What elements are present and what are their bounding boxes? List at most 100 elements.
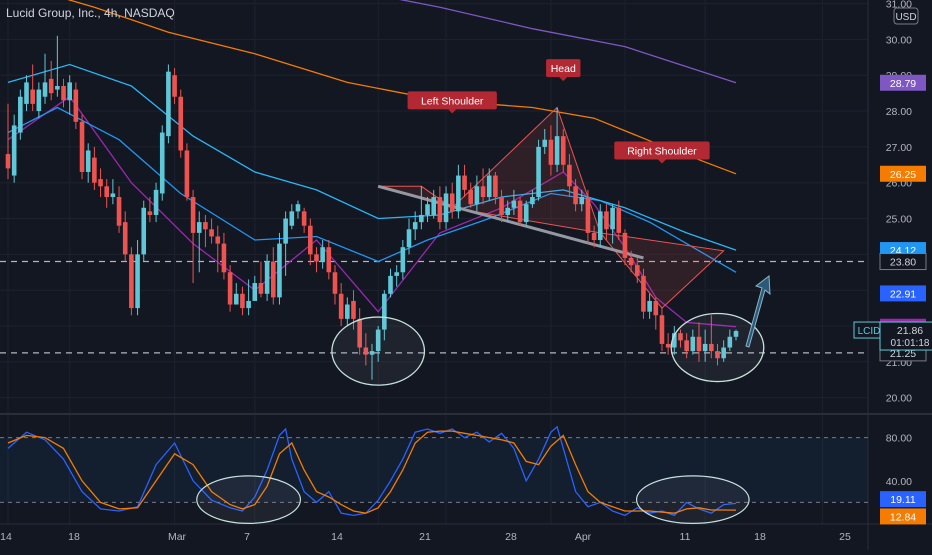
stoch-tick-label: 80.00	[886, 433, 912, 445]
candle-body	[511, 200, 517, 208]
stoch-value-box	[880, 491, 926, 508]
candle-body	[30, 89, 35, 104]
candle-body	[240, 293, 245, 309]
highlight-ellipse	[670, 312, 765, 383]
candle-body	[11, 125, 17, 176]
price-label-box	[879, 253, 927, 271]
price-axis[interactable]: 31.0030.0029.0028.0027.0026.0025.0024.00…	[853, 0, 932, 525]
candle-body	[283, 218, 288, 244]
candle-body	[672, 333, 677, 348]
stoch-value-label: 12.84	[890, 511, 916, 523]
candle-body	[474, 186, 480, 205]
candle-body	[61, 85, 66, 101]
candle-body	[190, 197, 196, 233]
candle-body	[320, 247, 325, 262]
candle-body	[554, 136, 560, 165]
price-label-box	[880, 285, 926, 302]
candle-body	[591, 232, 597, 241]
candle-body	[246, 300, 251, 309]
stoch-line	[7, 430, 737, 514]
price-tick-label: 20.00	[886, 393, 912, 405]
price-label: 23.80	[890, 257, 916, 269]
time-tick-label: 18	[68, 531, 80, 543]
bar-countdown: 01:01:18	[891, 338, 930, 349]
candle-body	[215, 236, 221, 244]
candle-body	[221, 243, 227, 273]
moving-average-line	[399, 0, 737, 84]
candle-body	[172, 75, 177, 97]
candle-body	[55, 85, 60, 90]
current-price: 21.86	[897, 325, 923, 337]
candle-body	[597, 211, 603, 241]
price-pane[interactable]: Left Shoulder Head Right Shoulder	[0, 0, 868, 386]
candle-body	[116, 197, 122, 226]
candle-body	[345, 304, 350, 319]
candle-body	[523, 204, 529, 223]
price-tick-label: 25.00	[886, 214, 912, 226]
candle-body	[443, 193, 449, 223]
time-tick-label: 28	[505, 531, 517, 543]
candle-body	[684, 340, 689, 352]
time-tick-label: 14	[0, 531, 12, 543]
candle-body	[468, 189, 474, 205]
candle-body	[289, 211, 295, 226]
candle-body	[73, 89, 79, 122]
candle-body	[690, 336, 696, 352]
candle-body	[610, 207, 615, 230]
candle-body	[653, 300, 659, 316]
time-tick-label: 11	[680, 531, 691, 543]
neckline	[377, 184, 644, 260]
candle-body	[493, 175, 498, 198]
candle-body	[184, 150, 190, 198]
candle-body	[548, 139, 554, 165]
time-tick-label: 7	[244, 531, 250, 543]
price-label-box	[880, 74, 926, 91]
candle-body	[462, 175, 467, 190]
candle-body	[517, 200, 523, 223]
candle-body	[270, 261, 276, 298]
candle-body	[178, 96, 184, 151]
candle-body	[264, 261, 270, 294]
candle-body	[363, 347, 369, 355]
annotation-box	[407, 91, 497, 110]
annotation-label: Left Shoulder	[421, 95, 484, 107]
oscillator-pane[interactable]	[0, 425, 868, 525]
annotation-box	[614, 141, 710, 160]
candle-body	[326, 247, 332, 273]
candle-body	[388, 275, 393, 294]
candle-body	[166, 71, 171, 137]
candle-body	[314, 254, 319, 262]
price-label-box	[880, 165, 926, 182]
candle-body	[196, 222, 202, 233]
candle-body	[85, 150, 91, 172]
candle-body	[499, 197, 504, 215]
currency-label: USD	[895, 12, 916, 23]
moving-average-line	[7, 63, 737, 251]
candle-body	[579, 197, 585, 205]
candle-body	[147, 211, 153, 215]
candle-body	[530, 197, 535, 205]
candle-body	[456, 175, 461, 212]
candle-body	[141, 207, 147, 255]
time-tick-label: 14	[331, 531, 343, 543]
time-axis[interactable]: 14 18 Mar 7 14 21 28 Apr 11 18 25	[0, 531, 851, 543]
candle-body	[394, 272, 399, 276]
candle-body	[419, 214, 424, 223]
time-tick-label: 25	[839, 531, 851, 543]
candle-body	[709, 343, 714, 352]
candle-body	[308, 225, 313, 255]
price-tick-label: 27.00	[886, 142, 912, 154]
candle-body	[604, 211, 609, 230]
candle-body	[277, 243, 282, 298]
stoch-value-box	[880, 508, 926, 525]
projection-arrow	[745, 275, 771, 348]
candle-body	[486, 175, 492, 198]
candle-body	[567, 164, 572, 187]
price-tick-label: 28.00	[886, 106, 912, 118]
annotation-label: Right Shoulder	[627, 145, 697, 157]
price-tick-label: 31.00	[886, 0, 912, 11]
candle-body	[715, 351, 720, 359]
candle-body	[301, 211, 307, 226]
